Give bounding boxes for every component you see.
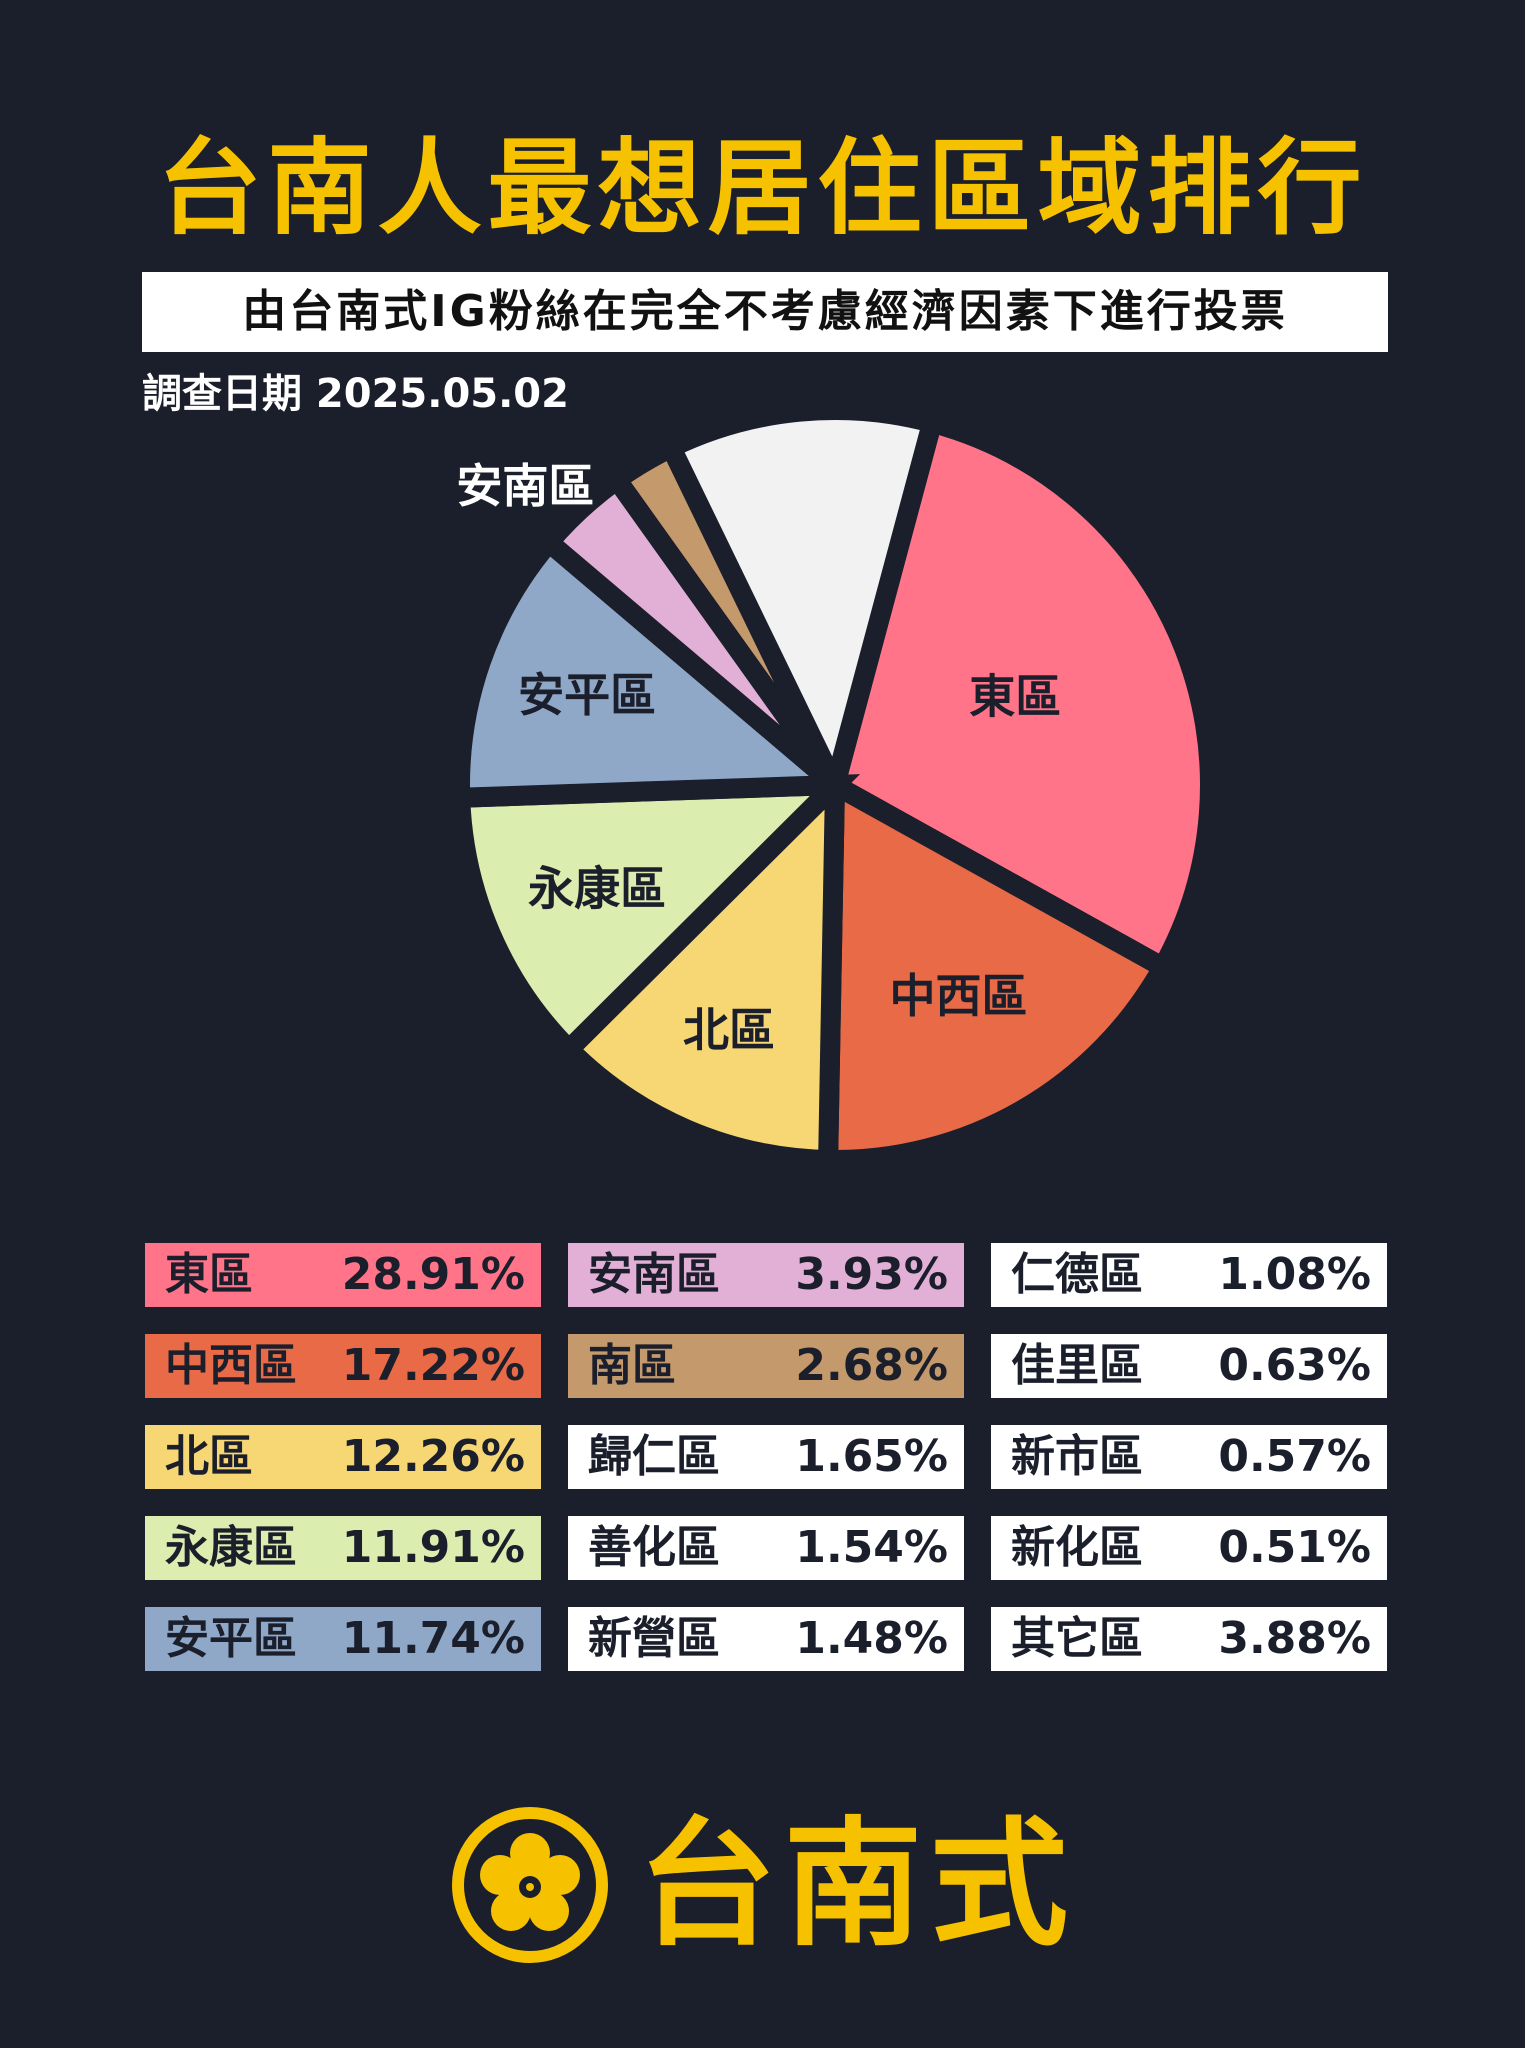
legend-label: 永康區 [165, 1522, 297, 1573]
pie-label-1: 中西區 [890, 969, 1028, 1023]
legend-value: 1.48% [795, 1613, 948, 1664]
legend-value: 11.74% [341, 1613, 525, 1664]
legend-label: 佳里區 [1011, 1340, 1143, 1391]
legend-item: 新市區 0.57% [991, 1425, 1387, 1489]
legend-value: 2.68% [795, 1340, 948, 1391]
legend-item: 安南區 3.93% [568, 1243, 964, 1307]
legend-label: 北區 [165, 1431, 253, 1482]
pie-label-3: 永康區 [528, 862, 666, 916]
legend-item: 佳里區 0.63% [991, 1334, 1387, 1398]
legend-item: 其它區 3.88% [991, 1607, 1387, 1671]
legend-label: 新市區 [1011, 1431, 1143, 1482]
legend-value: 0.57% [1218, 1431, 1371, 1482]
legend-value: 1.65% [795, 1431, 948, 1482]
legend-label: 東區 [165, 1249, 253, 1300]
pie-label-0: 東區 [969, 670, 1061, 724]
survey-date: 調查日期 2025.05.02 [142, 371, 569, 417]
brand-name: 台南式 [638, 1804, 1077, 1965]
legend-label: 歸仁區 [588, 1431, 720, 1482]
legend-item: 仁德區 1.08% [991, 1243, 1387, 1307]
legend-value: 1.08% [1218, 1249, 1371, 1300]
legend-item: 新營區 1.48% [568, 1607, 964, 1671]
legend-item: 永康區 11.91% [145, 1516, 541, 1580]
legend-label: 南區 [588, 1340, 676, 1391]
legend-value: 28.91% [341, 1249, 525, 1300]
legend-label: 中西區 [165, 1340, 297, 1391]
pie-label-2: 北區 [683, 1003, 775, 1057]
legend-value: 0.63% [1218, 1340, 1371, 1391]
legend-value: 17.22% [341, 1340, 525, 1391]
legend-value: 3.88% [1218, 1613, 1371, 1664]
legend-item: 新化區 0.51% [991, 1516, 1387, 1580]
plum-blossom-icon [452, 1807, 608, 1963]
chart-title: 台南人最想居住區域排行 [157, 127, 1368, 249]
legend-item: 中西區 17.22% [145, 1334, 541, 1398]
legend-label: 安平區 [165, 1613, 297, 1664]
legend-item: 善化區 1.54% [568, 1516, 964, 1580]
legend-label: 其它區 [1011, 1613, 1143, 1664]
pie-label-4: 安平區 [518, 668, 656, 722]
pie-chart: 東區中西區北區永康區安平區安南區南區其它區 [449, 400, 1220, 1171]
legend-label: 新化區 [1011, 1522, 1143, 1573]
legend-value: 1.54% [795, 1522, 948, 1573]
footer-logo: 台南式 [450, 1805, 1076, 1965]
chart-subtitle: 由台南式IG粉絲在完全不考慮經濟因素下進行投票 [142, 272, 1388, 352]
legend-item: 安平區 11.74% [145, 1607, 541, 1671]
legend: 東區 28.91% 中西區 17.22% 北區 12.26% 永康區 11.91% 安平區 11.… [145, 1243, 1387, 1673]
legend-label: 新營區 [588, 1613, 720, 1664]
legend-label: 善化區 [588, 1522, 720, 1573]
legend-label: 仁德區 [1011, 1249, 1143, 1300]
legend-item: 北區 12.26% [145, 1425, 541, 1489]
legend-label: 安南區 [588, 1249, 720, 1300]
legend-value: 11.91% [341, 1522, 525, 1573]
legend-value: 12.26% [341, 1431, 525, 1482]
legend-value: 0.51% [1218, 1522, 1371, 1573]
pie-label-5: 安南區 [456, 459, 594, 513]
legend-value: 3.93% [795, 1249, 948, 1300]
legend-item: 東區 28.91% [145, 1243, 541, 1307]
legend-item: 歸仁區 1.65% [568, 1425, 964, 1489]
legend-item: 南區 2.68% [568, 1334, 964, 1398]
